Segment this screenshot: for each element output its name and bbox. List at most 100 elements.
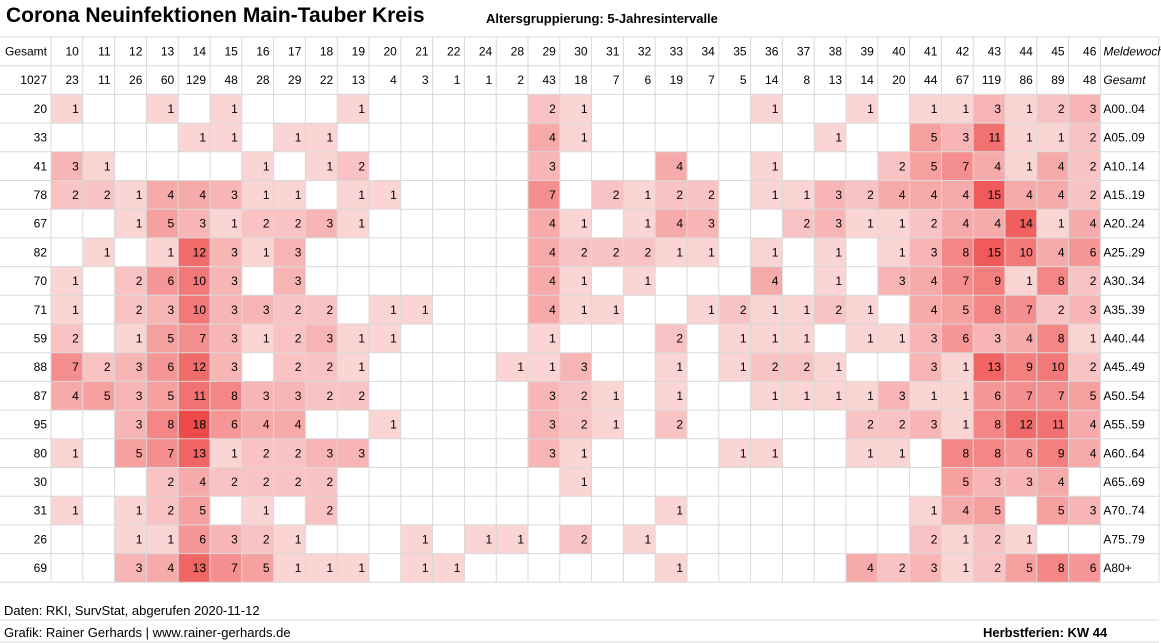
cell-value: 1: [772, 188, 779, 202]
heat-cell: [146, 266, 179, 296]
cell-value: 4: [1090, 418, 1097, 432]
heat-cell: [432, 553, 465, 583]
week-total: 13: [829, 73, 843, 87]
cell-value: 1: [358, 561, 365, 575]
cell-value: 4: [199, 188, 206, 202]
cell-value: 1: [486, 532, 493, 546]
heat-cell: [814, 381, 846, 411]
heat-cell: [528, 295, 560, 324]
cell-value: 13: [193, 561, 207, 575]
week-label: 16: [256, 45, 270, 59]
heat-cell: [305, 209, 338, 238]
cell-value: 1: [676, 504, 683, 518]
heat-cell: [591, 295, 624, 324]
week-label: 12: [129, 45, 143, 59]
cell-value: 9: [1026, 360, 1033, 374]
heat-cell: [1005, 237, 1037, 267]
week-label: 33: [670, 45, 684, 59]
age-total: 59: [34, 332, 48, 346]
heat-cell: [1005, 381, 1037, 411]
heat-cell: [814, 237, 846, 267]
heat-cell: [591, 410, 624, 439]
cell-value: 3: [1090, 102, 1097, 116]
cell-value: 1: [168, 102, 175, 116]
cell-value: 2: [231, 475, 238, 489]
cell-value: 1: [581, 274, 588, 288]
cell-value: 5: [168, 389, 175, 403]
heat-cell: [178, 553, 210, 583]
cell-value: 7: [168, 446, 175, 460]
age-total: 87: [34, 389, 48, 403]
cell-value: 3: [994, 475, 1001, 489]
heat-cell: [273, 123, 306, 152]
cell-value: 2: [581, 245, 588, 259]
cell-value: 4: [1090, 446, 1097, 460]
cell-value: 5: [263, 561, 270, 575]
week-total: 1: [454, 73, 461, 87]
cell-value: 4: [1058, 188, 1065, 202]
heat-cell: [273, 553, 306, 583]
cell-value: 1: [676, 389, 683, 403]
week-label: 22: [447, 45, 461, 59]
heat-cell: [877, 553, 910, 583]
cell-value: 1: [104, 159, 111, 173]
heat-cell: [750, 324, 783, 353]
cell-value: 1: [199, 131, 206, 145]
heat-cell: [241, 381, 274, 411]
heat-cell: [559, 438, 592, 468]
cell-value: 1: [645, 532, 652, 546]
age-group-label: A20..24: [1103, 217, 1145, 231]
heat-cell: [178, 352, 210, 382]
heat-cell: [241, 324, 274, 353]
heat-cell: [941, 324, 974, 353]
corner-label: Gesamt: [5, 45, 48, 59]
heat-cell: [623, 180, 656, 210]
age-group-label: A30..34: [1103, 274, 1145, 288]
heat-cell: [623, 209, 656, 238]
heat-cell: [241, 151, 274, 181]
heat-cell: [1036, 180, 1069, 210]
heat-cell: [1005, 151, 1037, 181]
heat-cell: [210, 295, 242, 324]
cell-value: 4: [263, 418, 270, 432]
heat-cell: [337, 324, 369, 353]
heat-cell: [337, 151, 369, 181]
heat-cell: [51, 352, 83, 382]
heat-cell: [305, 123, 338, 152]
cell-value: 1: [1026, 102, 1033, 116]
cell-value: 1: [867, 303, 874, 317]
heat-cell: [273, 467, 306, 497]
week-total: 129: [186, 73, 206, 87]
heat-cell: [241, 209, 274, 238]
heat-cell: [941, 295, 974, 324]
cell-value: 11: [989, 131, 1002, 145]
heat-cell: [114, 410, 147, 439]
heat-cell: [941, 381, 974, 411]
week-total: 2: [517, 73, 524, 87]
heat-cell: [114, 266, 147, 296]
cell-value: 9: [1058, 446, 1065, 460]
week-label: 28: [511, 45, 525, 59]
heat-cell: [973, 352, 1005, 382]
cell-value: 2: [72, 332, 79, 346]
heat-cell: [973, 209, 1005, 238]
cell-value: 7: [1026, 389, 1033, 403]
cell-value: 5: [1026, 561, 1033, 575]
cell-value: 8: [994, 303, 1001, 317]
cell-value: 1: [1090, 332, 1097, 346]
heat-cell: [146, 381, 179, 411]
week-total: 89: [1051, 73, 1065, 87]
week-total: 7: [613, 73, 620, 87]
heat-cell: [1036, 381, 1069, 411]
heat-cell: [909, 94, 942, 124]
cell-value: 3: [295, 274, 302, 288]
cell-value: 3: [231, 245, 238, 259]
heat-cell: [655, 237, 687, 267]
cell-value: 1: [1026, 131, 1033, 145]
age-total: 78: [34, 188, 48, 202]
heat-cell: [941, 237, 974, 267]
week-total: 22: [320, 73, 334, 87]
holiday-note: Herbstferien: KW 44: [983, 625, 1108, 640]
cell-value: 2: [613, 245, 620, 259]
cell-value: 7: [72, 360, 79, 374]
